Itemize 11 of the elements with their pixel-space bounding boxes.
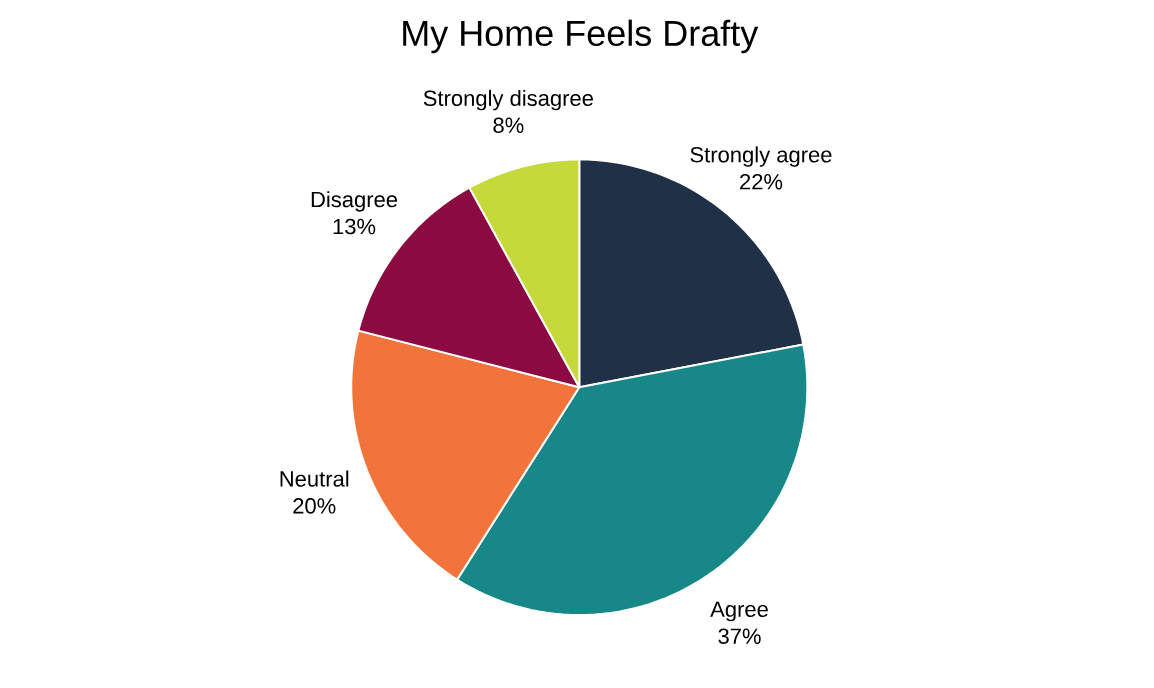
data-label: 22% (740, 173, 783, 190)
slice-label: Disagree (311, 191, 398, 212)
data-label: 20% (293, 498, 336, 514)
slice-label: Strongly disagree (423, 89, 593, 111)
slice-label: Strongly agree (690, 146, 832, 167)
data-label: 37% (718, 628, 761, 644)
slice-label: Neutral (280, 470, 349, 487)
data-label: 13% (333, 218, 376, 235)
chart-title: My Home Feels Drafty (403, 19, 759, 54)
slice-label: Agree (710, 601, 768, 622)
data-label: 8% (493, 117, 524, 134)
